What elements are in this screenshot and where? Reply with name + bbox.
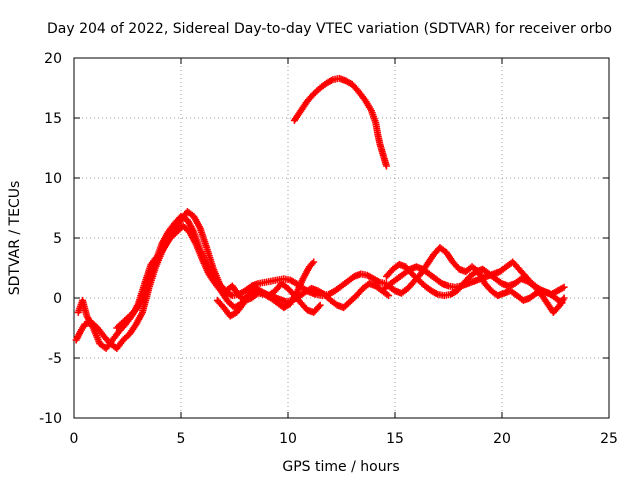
chart-title: Day 204 of 2022, Sidereal Day-to-day VTE… — [47, 21, 612, 37]
x-tick-label: 25 — [600, 431, 618, 447]
data-point — [560, 283, 568, 291]
x-tick-label: 0 — [70, 431, 79, 447]
data-point — [558, 299, 566, 307]
data-point — [316, 301, 324, 309]
y-tick-label: 15 — [44, 111, 62, 127]
axis-ticks: 0 5 10 15 20 25 -10 -5 0 5 10 15 20 — [39, 51, 618, 447]
y-tick-label: -10 — [39, 411, 62, 427]
y-tick-label: 0 — [53, 291, 62, 307]
series-track-8 — [290, 74, 390, 170]
data-point — [382, 162, 390, 170]
x-tick-label: 20 — [493, 431, 511, 447]
series-track-4 — [213, 280, 324, 320]
y-tick-label: 20 — [44, 51, 62, 67]
y-axis-label: SDTVAR / TECUs — [7, 181, 23, 296]
series-track-7 — [385, 244, 566, 307]
x-tick-label: 10 — [279, 431, 297, 447]
x-axis-label: GPS time / hours — [282, 459, 399, 475]
data-layer — [72, 74, 568, 352]
y-tick-label: 5 — [53, 231, 62, 247]
x-tick-label: 5 — [177, 431, 186, 447]
grid-lines — [74, 58, 609, 418]
x-tick-label: 15 — [386, 431, 404, 447]
data-point — [310, 258, 318, 266]
data-point — [315, 303, 323, 311]
data-point — [560, 294, 568, 302]
series-track-3 — [113, 212, 318, 332]
y-tick-label: -5 — [48, 351, 62, 367]
data-point — [385, 292, 393, 300]
y-tick-label: 10 — [44, 171, 62, 187]
